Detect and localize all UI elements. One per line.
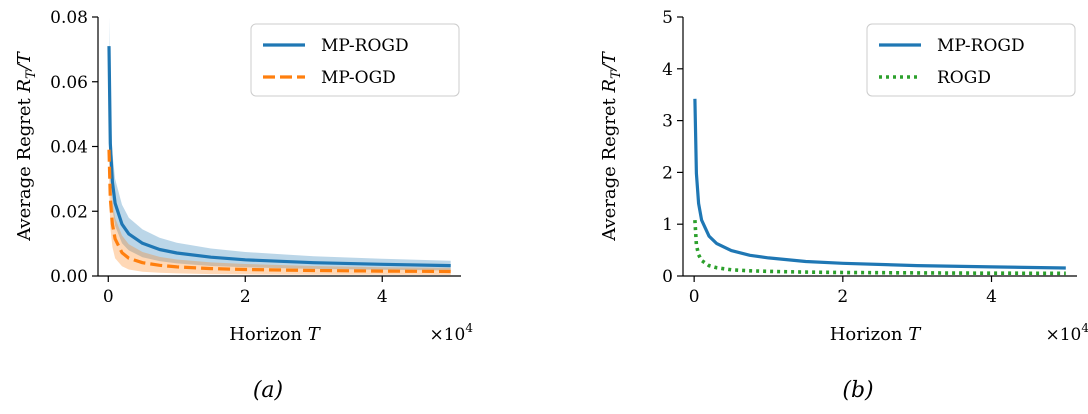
series-line-mp-ogd <box>107 149 451 274</box>
y-tick-label: 0.06 <box>50 73 88 93</box>
panel-a-y-axis-label: Average Regret RT/T <box>14 50 39 242</box>
series-band-mp-ogd <box>109 133 451 275</box>
x-tick-label: 4 <box>377 287 388 307</box>
y-tick-label: 2 <box>662 163 673 183</box>
panel-b-x-multiplier: ×104 <box>1045 321 1088 345</box>
panel-a-xticks: 0 2 4 <box>103 276 388 307</box>
x-tick-label: 2 <box>837 287 848 307</box>
panel-a-lines <box>107 46 451 274</box>
panel-a-legend: MP-ROGD MP-OGD <box>250 23 460 97</box>
panel-b-x-axis-label: Horizon T <box>830 324 923 345</box>
x-tick-label: 4 <box>986 287 997 307</box>
panel-b-legend: MP-ROGD ROGD <box>866 23 1076 97</box>
y-tick-label: 0.04 <box>50 138 88 158</box>
panel-b-lines <box>693 98 1066 276</box>
panel-b-caption: (b) <box>842 378 873 403</box>
panel-a-caption: (a) <box>253 378 283 403</box>
x-tick-label: 0 <box>689 287 700 307</box>
panel-b-yticks: 0 1 2 3 4 5 <box>662 8 683 287</box>
panel-b-axes <box>682 17 1077 277</box>
series-line-mp-rogd <box>693 98 1066 270</box>
series-line-mp-rogd <box>107 46 451 268</box>
y-tick-label: 0.08 <box>50 8 88 28</box>
y-tick-label: 5 <box>662 8 673 28</box>
y-tick-label: 1 <box>662 215 673 235</box>
legend-label: ROGD <box>937 68 991 88</box>
y-tick-label: 0.00 <box>50 267 88 287</box>
panel-a-yticks: 0.00 0.02 0.04 0.06 0.08 <box>50 8 98 287</box>
x-tick-label: 2 <box>240 287 251 307</box>
series-line-rogd <box>693 219 1066 276</box>
y-tick-label: 0 <box>662 267 673 287</box>
panel-a: 0.00 0.02 0.04 0.06 0.08 0 2 4 Average Regret … <box>14 8 473 403</box>
legend-label: MP-OGD <box>321 68 396 88</box>
panel-b: 0 1 2 3 4 5 0 2 4 Average Regret RT/T Horizon T… <box>599 8 1088 403</box>
panel-a-x-multiplier: ×104 <box>429 321 473 345</box>
y-tick-label: 3 <box>662 112 673 132</box>
y-tick-label: 0.02 <box>50 202 88 222</box>
legend-frame <box>866 23 1076 97</box>
panel-a-x-axis-label: Horizon T <box>229 324 322 345</box>
panel-b-y-axis-label: Average Regret RT/T <box>599 50 624 242</box>
panel-b-xticks: 0 2 4 <box>689 276 997 307</box>
legend-label: MP-ROGD <box>321 36 409 56</box>
x-tick-label: 0 <box>103 287 114 307</box>
legend-label: MP-ROGD <box>937 36 1025 56</box>
y-tick-label: 4 <box>662 60 673 80</box>
